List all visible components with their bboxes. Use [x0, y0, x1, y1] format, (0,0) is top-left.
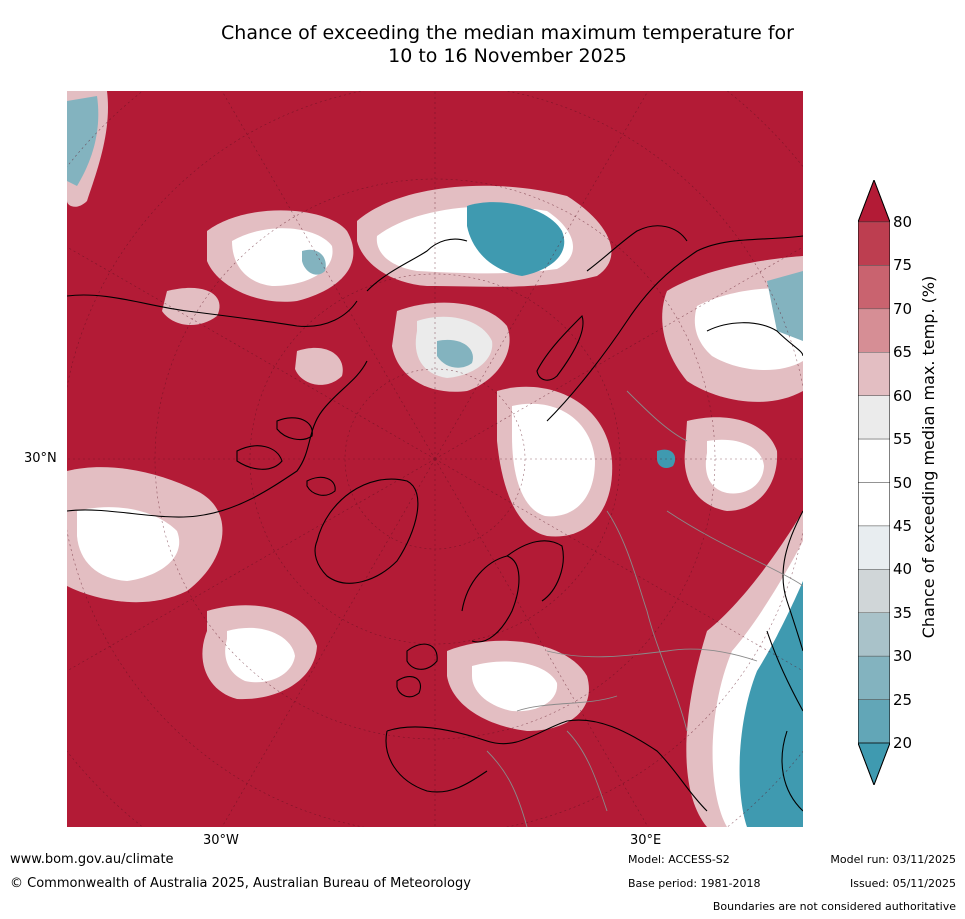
boundaries-disclaimer: Boundaries are not considered authoritat…	[712, 900, 956, 913]
issued-date: Issued: 05/11/2025	[849, 877, 956, 890]
colorbar-segment	[858, 265, 890, 310]
colorbar-segment	[858, 395, 890, 440]
copyright-text: © Commonwealth of Australia 2025, Austra…	[10, 876, 471, 891]
colorbar-label: Chance of exceeding median max. temp. (%…	[919, 275, 938, 639]
latitude-label-30n: 30°N	[24, 451, 57, 466]
title-line-2: 10 to 16 November 2025	[388, 45, 627, 67]
colorbar-tick-label: 65	[893, 343, 913, 362]
probability-regions	[67, 91, 803, 827]
colorbar-tick-label: 40	[893, 560, 913, 579]
colorbar-tick-label: 75	[893, 256, 913, 275]
probability-map	[67, 91, 803, 827]
colorbar-extend-high	[858, 180, 890, 223]
colorbar-segment	[858, 612, 890, 657]
colorbar-tick-label: 45	[893, 516, 913, 535]
base-period: Base period: 1981-2018	[628, 877, 761, 890]
colorbar-tick-label: 35	[893, 603, 913, 622]
country-boundaries	[486, 390, 803, 827]
colorbar-extend-low	[858, 742, 890, 785]
colorbar-tick-label: 80	[893, 213, 913, 231]
colorbar-segment	[858, 438, 890, 483]
website-link[interactable]: www.bom.gov.au/climate	[10, 852, 174, 867]
colorbar-tick-label: 30	[893, 647, 913, 666]
model-name: Model: ACCESS-S2	[628, 853, 730, 866]
colorbar-segment	[858, 699, 890, 744]
longitude-label-30w: 30°W	[203, 833, 239, 848]
colorbar-segment	[858, 655, 890, 700]
colorbar-tick-label: 55	[893, 430, 913, 449]
colorbar	[858, 180, 890, 785]
colorbar-segment	[858, 525, 890, 570]
colorbar-tick-label: 60	[893, 386, 913, 405]
map-graphics	[67, 91, 803, 827]
coastlines	[67, 225, 803, 812]
title-line-1: Chance of exceeding the median maximum t…	[221, 22, 794, 44]
colorbar-tick-label: 20	[893, 734, 913, 752]
colorbar-segment	[858, 221, 890, 266]
model-run-date: Model run: 03/11/2025	[830, 853, 956, 866]
longitude-label-30e: 30°E	[630, 833, 662, 848]
graticule	[67, 91, 803, 827]
colorbar-segment	[858, 308, 890, 353]
colorbar-segment	[858, 352, 890, 396]
colorbar-tick-label: 70	[893, 299, 913, 318]
map-title: Chance of exceeding the median maximum t…	[150, 22, 865, 68]
colorbar-tick-label: 25	[893, 690, 913, 709]
colorbar-segment	[858, 569, 890, 614]
colorbar-segment	[858, 482, 890, 527]
colorbar-tick-label: 50	[893, 473, 913, 492]
